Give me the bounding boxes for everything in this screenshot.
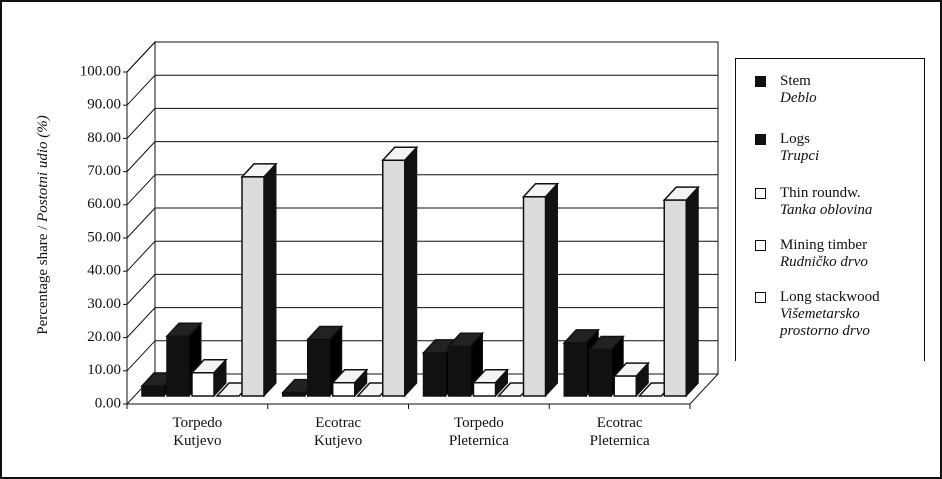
y-label-en: Percentage share /: [35, 225, 51, 335]
legend-item: Thin roundw. Tanka oblovina: [755, 185, 920, 219]
y-tick-label: 100.00: [80, 63, 121, 79]
bar-side: [545, 182, 558, 398]
legend-name-hr: Deblo: [780, 90, 817, 106]
bar: [381, 146, 419, 398]
bar: [240, 162, 278, 398]
legend-name: Logs: [780, 131, 810, 147]
grid-line-side: [126, 41, 156, 73]
bar-front: [522, 196, 547, 397]
legend-swatch: [755, 134, 766, 145]
bar-front: [307, 338, 331, 397]
bar-front: [332, 381, 356, 397]
grid-line-side: [126, 307, 156, 338]
bar: [190, 358, 228, 398]
y-tick-label: 20.00: [87, 329, 121, 345]
legend-swatch: [755, 188, 766, 199]
bar-front: [282, 391, 306, 397]
bar-side: [263, 162, 277, 398]
grid-line-side: [126, 240, 156, 272]
legend-name-hr: Rudničko drvo: [780, 254, 868, 270]
bar: [471, 368, 510, 398]
bar-front: [191, 372, 215, 397]
legend-item: Logs Trupci: [755, 131, 920, 165]
grid-line-side: [126, 141, 156, 172]
bar-front: [663, 199, 687, 397]
legend-swatch: [755, 76, 766, 87]
legend-name: Thin roundw.: [780, 185, 861, 201]
legend-name-hr: Trupci: [780, 148, 820, 164]
y-tick-label: 90.00: [87, 97, 121, 113]
grid-line-side: [126, 207, 156, 239]
bar-front: [141, 385, 165, 397]
y-tick-label: 70.00: [87, 163, 121, 179]
grid-line-side: [126, 174, 156, 206]
bar: [446, 331, 485, 398]
legend-item: Mining timber Rudničko drvo: [755, 237, 920, 271]
x-tick-label: Ecotrac Pleternica: [589, 415, 650, 449]
y-axis-label: Percentage share / Postotni udio (%): [35, 115, 51, 335]
bar-front: [588, 348, 612, 397]
y-tick-label: 0.00: [95, 395, 121, 411]
bar-front: [472, 381, 497, 397]
legend-name: Mining timber: [780, 237, 868, 253]
bar-front: [613, 375, 637, 397]
legend-name: Stem: [780, 73, 811, 89]
legend-name-hr: Tanka oblovina: [780, 202, 873, 218]
bar-front: [563, 342, 587, 397]
y-tick-label: 60.00: [87, 196, 121, 212]
bar-front: [382, 159, 406, 397]
grid-line-side: [126, 340, 156, 372]
x-tick-label: Torpedo Pleternica: [448, 415, 509, 449]
y-tick-label: 40.00: [87, 263, 121, 279]
bar-side: [404, 146, 418, 398]
bar: [662, 185, 700, 398]
x-tick-label: Ecotrac Kutjevo: [313, 415, 363, 449]
y-label-hr: Postotni udio (%): [35, 115, 51, 223]
legend-swatch: [755, 292, 766, 303]
legend: Stem Deblo Logs Trupci Thin roundw. Tanka obl…: [735, 58, 925, 361]
bar-front: [166, 335, 190, 397]
y-tick-label: 30.00: [87, 296, 121, 312]
bar: [612, 361, 650, 398]
bar: [331, 368, 369, 398]
legend-item: Long stackwood Višemetarsko prostorno drv…: [755, 289, 920, 340]
bar-front: [422, 352, 447, 397]
bar-side: [685, 185, 699, 398]
grid-line-side: [126, 74, 156, 106]
y-tick-label: 50.00: [87, 229, 121, 245]
legend-item: Stem Deblo: [755, 73, 920, 107]
bar-front: [241, 176, 265, 397]
bar-front: [447, 345, 472, 397]
y-tick-label: 80.00: [87, 130, 121, 146]
legend-name-hr: Višemetarsko prostorno drvo: [780, 306, 870, 339]
y-tick-label: 10.00: [87, 362, 121, 378]
grid-line-side: [126, 274, 156, 305]
x-tick-label: Torpedo Kutjevo: [172, 415, 223, 449]
legend-swatch: [755, 240, 766, 251]
legend-name: Long stackwood: [780, 289, 880, 305]
grid-line-side: [126, 108, 156, 139]
bar: [521, 182, 560, 398]
